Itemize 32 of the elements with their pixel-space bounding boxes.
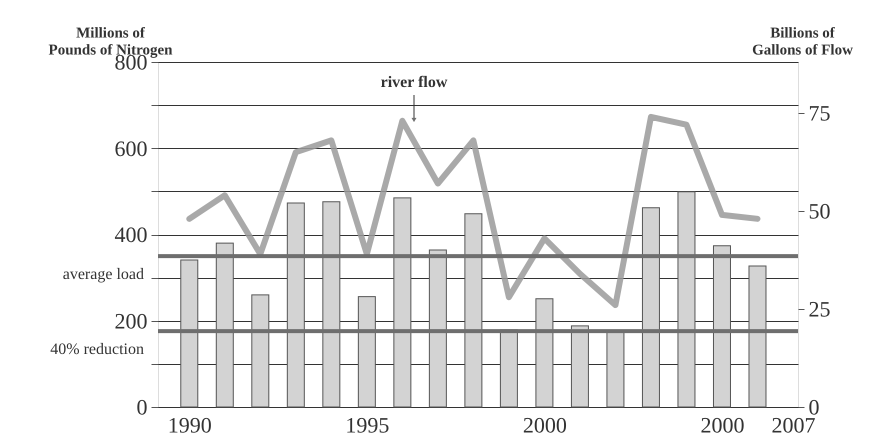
bar: [322, 201, 340, 408]
ref-line-label: average load: [62, 266, 144, 284]
y-tick-label: 0: [136, 394, 148, 420]
bar: [251, 294, 270, 408]
annotation: river flow: [380, 74, 448, 91]
x-tick-label: 2000: [700, 412, 744, 438]
bar: [464, 213, 482, 408]
y-tick-label: 200: [114, 308, 148, 334]
bar: [606, 331, 624, 408]
bar: [428, 250, 447, 408]
y-tick-label: 400: [114, 222, 148, 247]
y2-tick-label: 50: [808, 198, 830, 224]
x-tick-label: 2000: [522, 412, 567, 438]
y-tick-label: 600: [114, 136, 148, 161]
bar: [535, 298, 554, 408]
bar: [393, 197, 412, 408]
y2-tick-label: 75: [808, 100, 830, 126]
ref-line-label: 40% reduction: [50, 341, 144, 358]
bar: [180, 259, 198, 408]
bar: [570, 325, 589, 408]
bar: [216, 242, 234, 408]
y2-tick-label: 0: [808, 394, 820, 420]
y2-axis-title: Billions of Gallons of Flow: [752, 26, 854, 58]
x-tick-label: 1990: [168, 412, 212, 438]
bar: [712, 245, 731, 408]
y2-tick-label: 25: [808, 296, 830, 322]
x-tick-label: 1995: [345, 412, 390, 438]
bar: [748, 265, 766, 408]
bar: [358, 296, 376, 408]
bar: [642, 207, 660, 408]
bar: [677, 191, 696, 408]
bar: [286, 202, 305, 408]
